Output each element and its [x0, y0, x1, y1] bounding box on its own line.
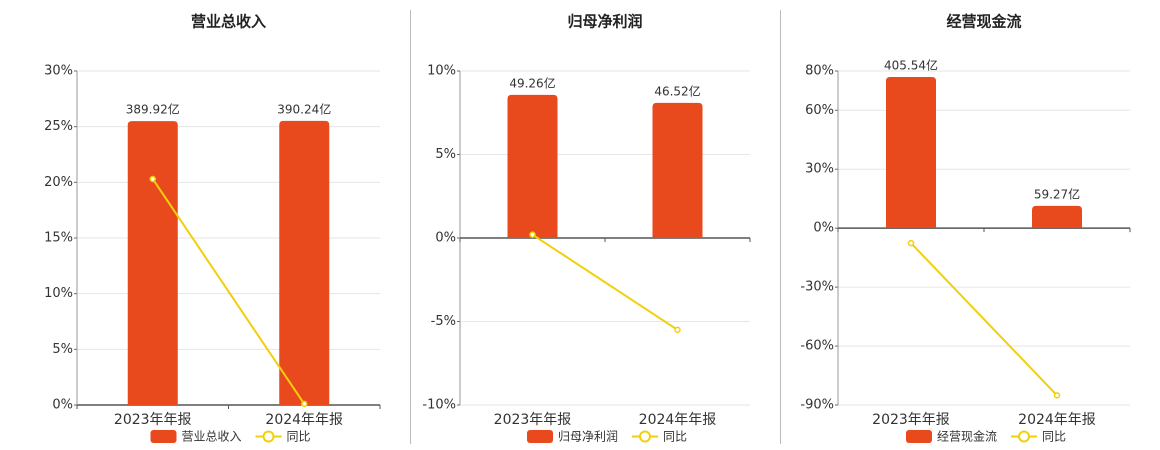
y-tick-label: 10%: [427, 64, 456, 79]
y-tick-label: 20%: [44, 175, 73, 190]
line-point: [301, 400, 308, 408]
bar: [507, 94, 558, 238]
y-tick-label: -10%: [422, 398, 456, 413]
data-label: 49.26亿: [509, 75, 555, 90]
line-series: [531, 233, 679, 331]
y-tick-label: -5%: [431, 314, 456, 329]
x-tick-label: 2024年年报: [265, 412, 343, 428]
line-point: [1053, 392, 1061, 399]
legend-swatch: [639, 430, 652, 443]
y-tick-label: 30%: [44, 64, 73, 79]
y-tick-label: 5%: [52, 342, 73, 357]
line-point: [529, 231, 536, 238]
bar: [652, 102, 703, 238]
x-tick-label: 2023年年报: [114, 412, 192, 428]
x-tick-label: 2023年年报: [494, 412, 572, 428]
bar: [127, 121, 178, 406]
legend-label: 同比: [1042, 430, 1066, 444]
line-point: [907, 239, 915, 247]
y-tick-label: 5%: [435, 147, 456, 162]
legend-swatch: [527, 430, 553, 443]
data-label: 390.24亿: [277, 101, 331, 116]
line-point: [674, 326, 681, 334]
line-series: [910, 242, 1058, 397]
legend-label: 营业总收入: [182, 430, 242, 444]
x-tick-label: 2023年年报: [872, 412, 950, 428]
chart-panel: 归母净利润 -10% -5% 0% 5% 10% 2023年年报 2024年年报 49.26亿 4…: [422, 13, 751, 444]
y-tick-label: 30%: [805, 162, 834, 177]
bar: [886, 76, 936, 229]
legend-label: 归母净利润: [558, 430, 618, 444]
x-tick-label: 2024年年报: [1018, 412, 1096, 428]
legend-label: 同比: [663, 430, 687, 444]
y-tick-label: 0%: [813, 221, 834, 236]
data-label: 405.54亿: [884, 57, 938, 72]
legend-swatch: [262, 430, 275, 443]
y-tick-label: 10%: [44, 286, 73, 301]
y-tick-label: 15%: [44, 231, 73, 246]
legend-label: 经营现金流: [937, 429, 997, 444]
y-tick-label: -90%: [800, 398, 834, 413]
chart-panel: 营业总收入 0% 5% 10% 15% 20% 25% 30% 2023年年报 2024年年报 38…: [44, 13, 381, 444]
legend-swatch: [1018, 430, 1031, 443]
chart-panel: 经营现金流 -90% -60% -30% 0% 30% 60% 80% 2023年年报 2024年…: [800, 13, 1131, 444]
bar: [1032, 205, 1082, 229]
line-point: [149, 175, 156, 183]
y-tick-label: 0%: [52, 398, 73, 413]
line-series: [151, 178, 306, 405]
chart-title: 经营现金流: [946, 13, 1021, 31]
y-tick-label: 25%: [44, 119, 73, 134]
y-tick-label: -60%: [800, 339, 834, 354]
bar: [279, 120, 330, 406]
chart-title: 归母净利润: [567, 13, 642, 31]
data-label: 59.27亿: [1034, 186, 1080, 201]
y-tick-label: 80%: [805, 64, 834, 79]
x-tick-label: 2024年年报: [639, 412, 717, 428]
data-label: 389.92亿: [126, 102, 180, 117]
data-label: 46.52亿: [654, 83, 700, 98]
y-tick-label: 60%: [805, 103, 834, 118]
legend: 归母净利润 同比: [527, 430, 687, 444]
y-tick-label: -30%: [800, 280, 834, 295]
legend: 营业总收入 同比: [150, 430, 311, 444]
legend-swatch: [906, 430, 932, 443]
y-tick-label: 0%: [435, 231, 456, 246]
chart-title: 营业总收入: [191, 13, 266, 31]
legend: 经营现金流 同比: [906, 429, 1066, 444]
legend-swatch: [150, 430, 177, 443]
legend-label: 同比: [287, 430, 311, 444]
